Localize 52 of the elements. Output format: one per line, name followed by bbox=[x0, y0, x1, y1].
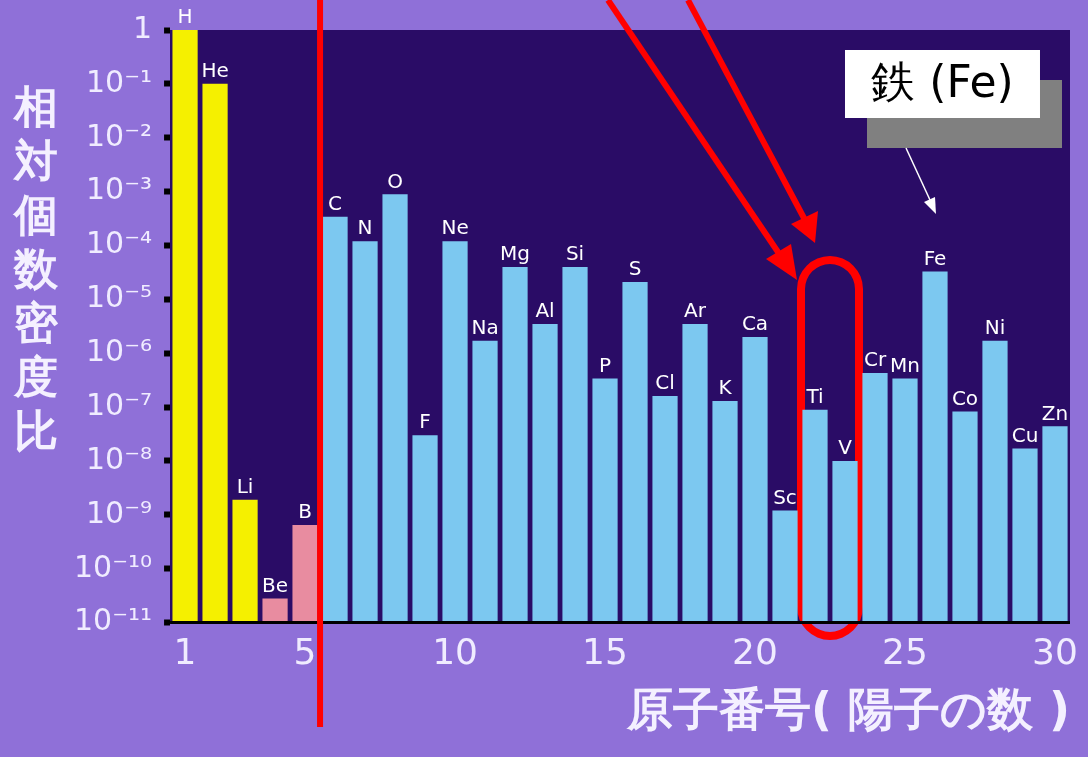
y-axis-title: 相対個数密度比 bbox=[12, 80, 59, 458]
data-label: C bbox=[328, 191, 343, 216]
data-label: F bbox=[419, 409, 431, 434]
data-label: Si bbox=[565, 241, 585, 266]
data-label: He bbox=[201, 58, 229, 83]
x-tick-label: 5 bbox=[293, 630, 317, 672]
y-tick-label: 10⁻⁴ bbox=[86, 225, 153, 261]
data-label: Co bbox=[951, 385, 979, 410]
data-label: Zn bbox=[1041, 400, 1069, 425]
x-tick-label: 1 bbox=[173, 630, 197, 672]
data-label: P bbox=[599, 352, 612, 377]
annotation: 鉄 (Fe) bbox=[871, 56, 1014, 108]
x-tick-label: 25 bbox=[882, 630, 928, 672]
x-tick-label: 15 bbox=[582, 630, 628, 672]
x-tick-label: 20 bbox=[732, 630, 778, 672]
data-label: Ne bbox=[441, 215, 469, 240]
data-label: Na bbox=[471, 315, 499, 340]
data-label: Ti bbox=[805, 384, 824, 409]
data-label: Cl bbox=[655, 370, 675, 395]
data-label: V bbox=[838, 435, 853, 460]
data-label: Al bbox=[535, 298, 555, 323]
y-tick-label: 10⁻¹¹ bbox=[74, 602, 153, 638]
data-label: Cu bbox=[1011, 422, 1039, 447]
data-label: N bbox=[357, 215, 373, 240]
data-label: B bbox=[298, 499, 312, 524]
data-label: Ni bbox=[984, 315, 1006, 340]
y-tick-label: 10⁻³ bbox=[86, 171, 153, 207]
data-label: Mn bbox=[890, 352, 920, 377]
data-label: Fe bbox=[923, 245, 947, 270]
y-tick-label: 1 bbox=[132, 9, 153, 45]
x-tick-label: 30 bbox=[1032, 630, 1078, 672]
data-label: Be bbox=[262, 572, 289, 597]
data-label: H bbox=[177, 4, 193, 29]
x-axis-title: 原子番号( 陽子の数 ) bbox=[625, 682, 1070, 737]
data-label: O bbox=[387, 168, 403, 193]
data-label: Ar bbox=[684, 298, 707, 323]
y-tick-label: 10⁻² bbox=[86, 117, 153, 153]
y-tick-label: 10⁻⁷ bbox=[86, 386, 153, 422]
data-label: Li bbox=[236, 474, 254, 499]
data-label: Sc bbox=[773, 484, 797, 509]
x-tick-label: 10 bbox=[432, 630, 478, 672]
data-label: K bbox=[718, 375, 733, 400]
data-label: S bbox=[628, 256, 642, 281]
data-label: Ca bbox=[741, 311, 769, 336]
y-tick-label: 10⁻⁶ bbox=[86, 333, 153, 369]
data-label: Cr bbox=[863, 347, 887, 372]
y-tick-label: 10⁻⁸ bbox=[86, 440, 153, 476]
y-tick-label: 10⁻⁹ bbox=[86, 494, 153, 530]
y-tick-label: 10⁻⁵ bbox=[86, 279, 153, 315]
y-tick-label: 10⁻¹⁰ bbox=[74, 548, 153, 584]
y-tick-label: 10⁻¹ bbox=[86, 63, 153, 99]
data-label: Mg bbox=[500, 241, 531, 266]
